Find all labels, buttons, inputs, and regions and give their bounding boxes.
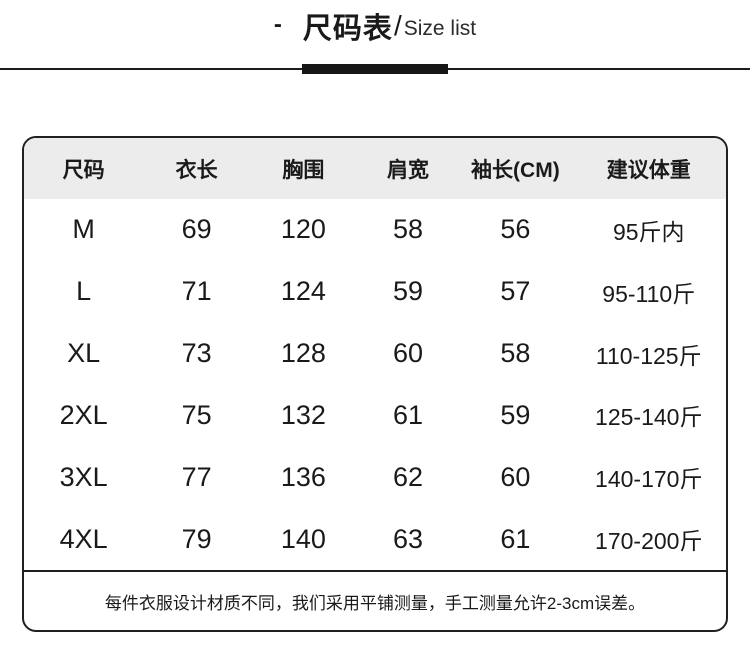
cell-garment-length: 69 xyxy=(181,214,212,245)
cell-garment-length: 71 xyxy=(181,276,212,307)
cell-sleeve: 60 xyxy=(500,461,531,492)
cell-shoulder: 59 xyxy=(392,276,423,307)
divider-accent-bar xyxy=(302,64,448,74)
cell-weight: 95-110斤 xyxy=(602,280,696,307)
page-title: - 尺码表 / Size list xyxy=(0,4,750,48)
header-cell-shoulder: 肩宽 xyxy=(386,158,429,182)
cell-shoulder: 63 xyxy=(392,523,423,554)
cell-garment-length: 73 xyxy=(181,338,212,369)
cell-sleeve: 58 xyxy=(500,338,531,369)
table-row: 3XL 77 136 62 60 140-170斤 xyxy=(24,446,726,508)
title-text-zh: 尺码表 xyxy=(302,13,393,45)
title-slash: / xyxy=(393,10,402,41)
cell-size: M xyxy=(72,214,95,245)
cell-weight: 170-200斤 xyxy=(595,528,703,555)
table-row: 2XL 75 132 61 59 125-140斤 xyxy=(24,384,726,446)
cell-bust: 140 xyxy=(280,523,326,554)
cell-shoulder: 61 xyxy=(392,399,423,430)
cell-size: 4XL xyxy=(59,523,108,554)
title-text-en: Size list xyxy=(403,16,477,40)
cell-shoulder: 58 xyxy=(392,214,423,245)
cell-size: L xyxy=(76,276,92,307)
cell-sleeve: 56 xyxy=(500,214,531,245)
cell-size: XL xyxy=(67,338,101,369)
table-row: 4XL 79 140 63 61 170-200斤 xyxy=(24,508,726,570)
table-row: L 71 124 59 57 95-110斤 xyxy=(24,261,726,323)
cell-shoulder: 60 xyxy=(392,338,423,369)
table-body: M 69 120 58 56 95斤内 L 71 124 59 57 95-11… xyxy=(24,199,726,570)
cell-bust: 120 xyxy=(280,214,326,245)
table-row: M 69 120 58 56 95斤内 xyxy=(24,199,726,261)
cell-size: 2XL xyxy=(59,399,108,430)
title-dash-mark: - xyxy=(273,11,282,38)
header-cell-size: 尺码 xyxy=(62,158,105,182)
table-note: 每件衣服设计材质不同，我们采用平铺测量，手工测量允许2-3cm误差。 xyxy=(104,593,646,613)
cell-sleeve: 59 xyxy=(500,399,531,430)
size-table: 尺码 衣长 胸围 肩宽 袖长(CM) 建议体重 M 69 120 58 56 9… xyxy=(22,136,728,632)
cell-shoulder: 62 xyxy=(392,461,423,492)
header-cell-bust: 胸围 xyxy=(282,158,325,182)
cell-bust: 128 xyxy=(280,338,326,369)
table-row: XL 73 128 60 58 110-125斤 xyxy=(24,323,726,385)
cell-weight: 110-125斤 xyxy=(595,342,702,369)
cell-garment-length: 79 xyxy=(181,523,212,554)
cell-weight: 140-170斤 xyxy=(595,466,703,493)
cell-garment-length: 75 xyxy=(181,399,212,430)
cell-weight: 95斤内 xyxy=(612,218,685,245)
header-cell-sleeve: 袖长(CM) xyxy=(471,158,560,182)
cell-bust: 124 xyxy=(280,276,326,307)
cell-bust: 132 xyxy=(280,399,326,430)
cell-garment-length: 77 xyxy=(181,461,212,492)
cell-size: 3XL xyxy=(59,461,108,492)
table-header-row: 尺码 衣长 胸围 肩宽 袖长(CM) 建议体重 xyxy=(24,138,726,199)
cell-bust: 136 xyxy=(280,461,326,492)
header-cell-weight: 建议体重 xyxy=(606,158,691,182)
table-note-row: 每件衣服设计材质不同，我们采用平铺测量，手工测量允许2-3cm误差。 xyxy=(24,570,726,630)
cell-weight: 125-140斤 xyxy=(595,404,703,431)
cell-sleeve: 61 xyxy=(500,523,531,554)
cell-sleeve: 57 xyxy=(500,276,531,307)
header-cell-garment-length: 衣长 xyxy=(175,158,218,182)
